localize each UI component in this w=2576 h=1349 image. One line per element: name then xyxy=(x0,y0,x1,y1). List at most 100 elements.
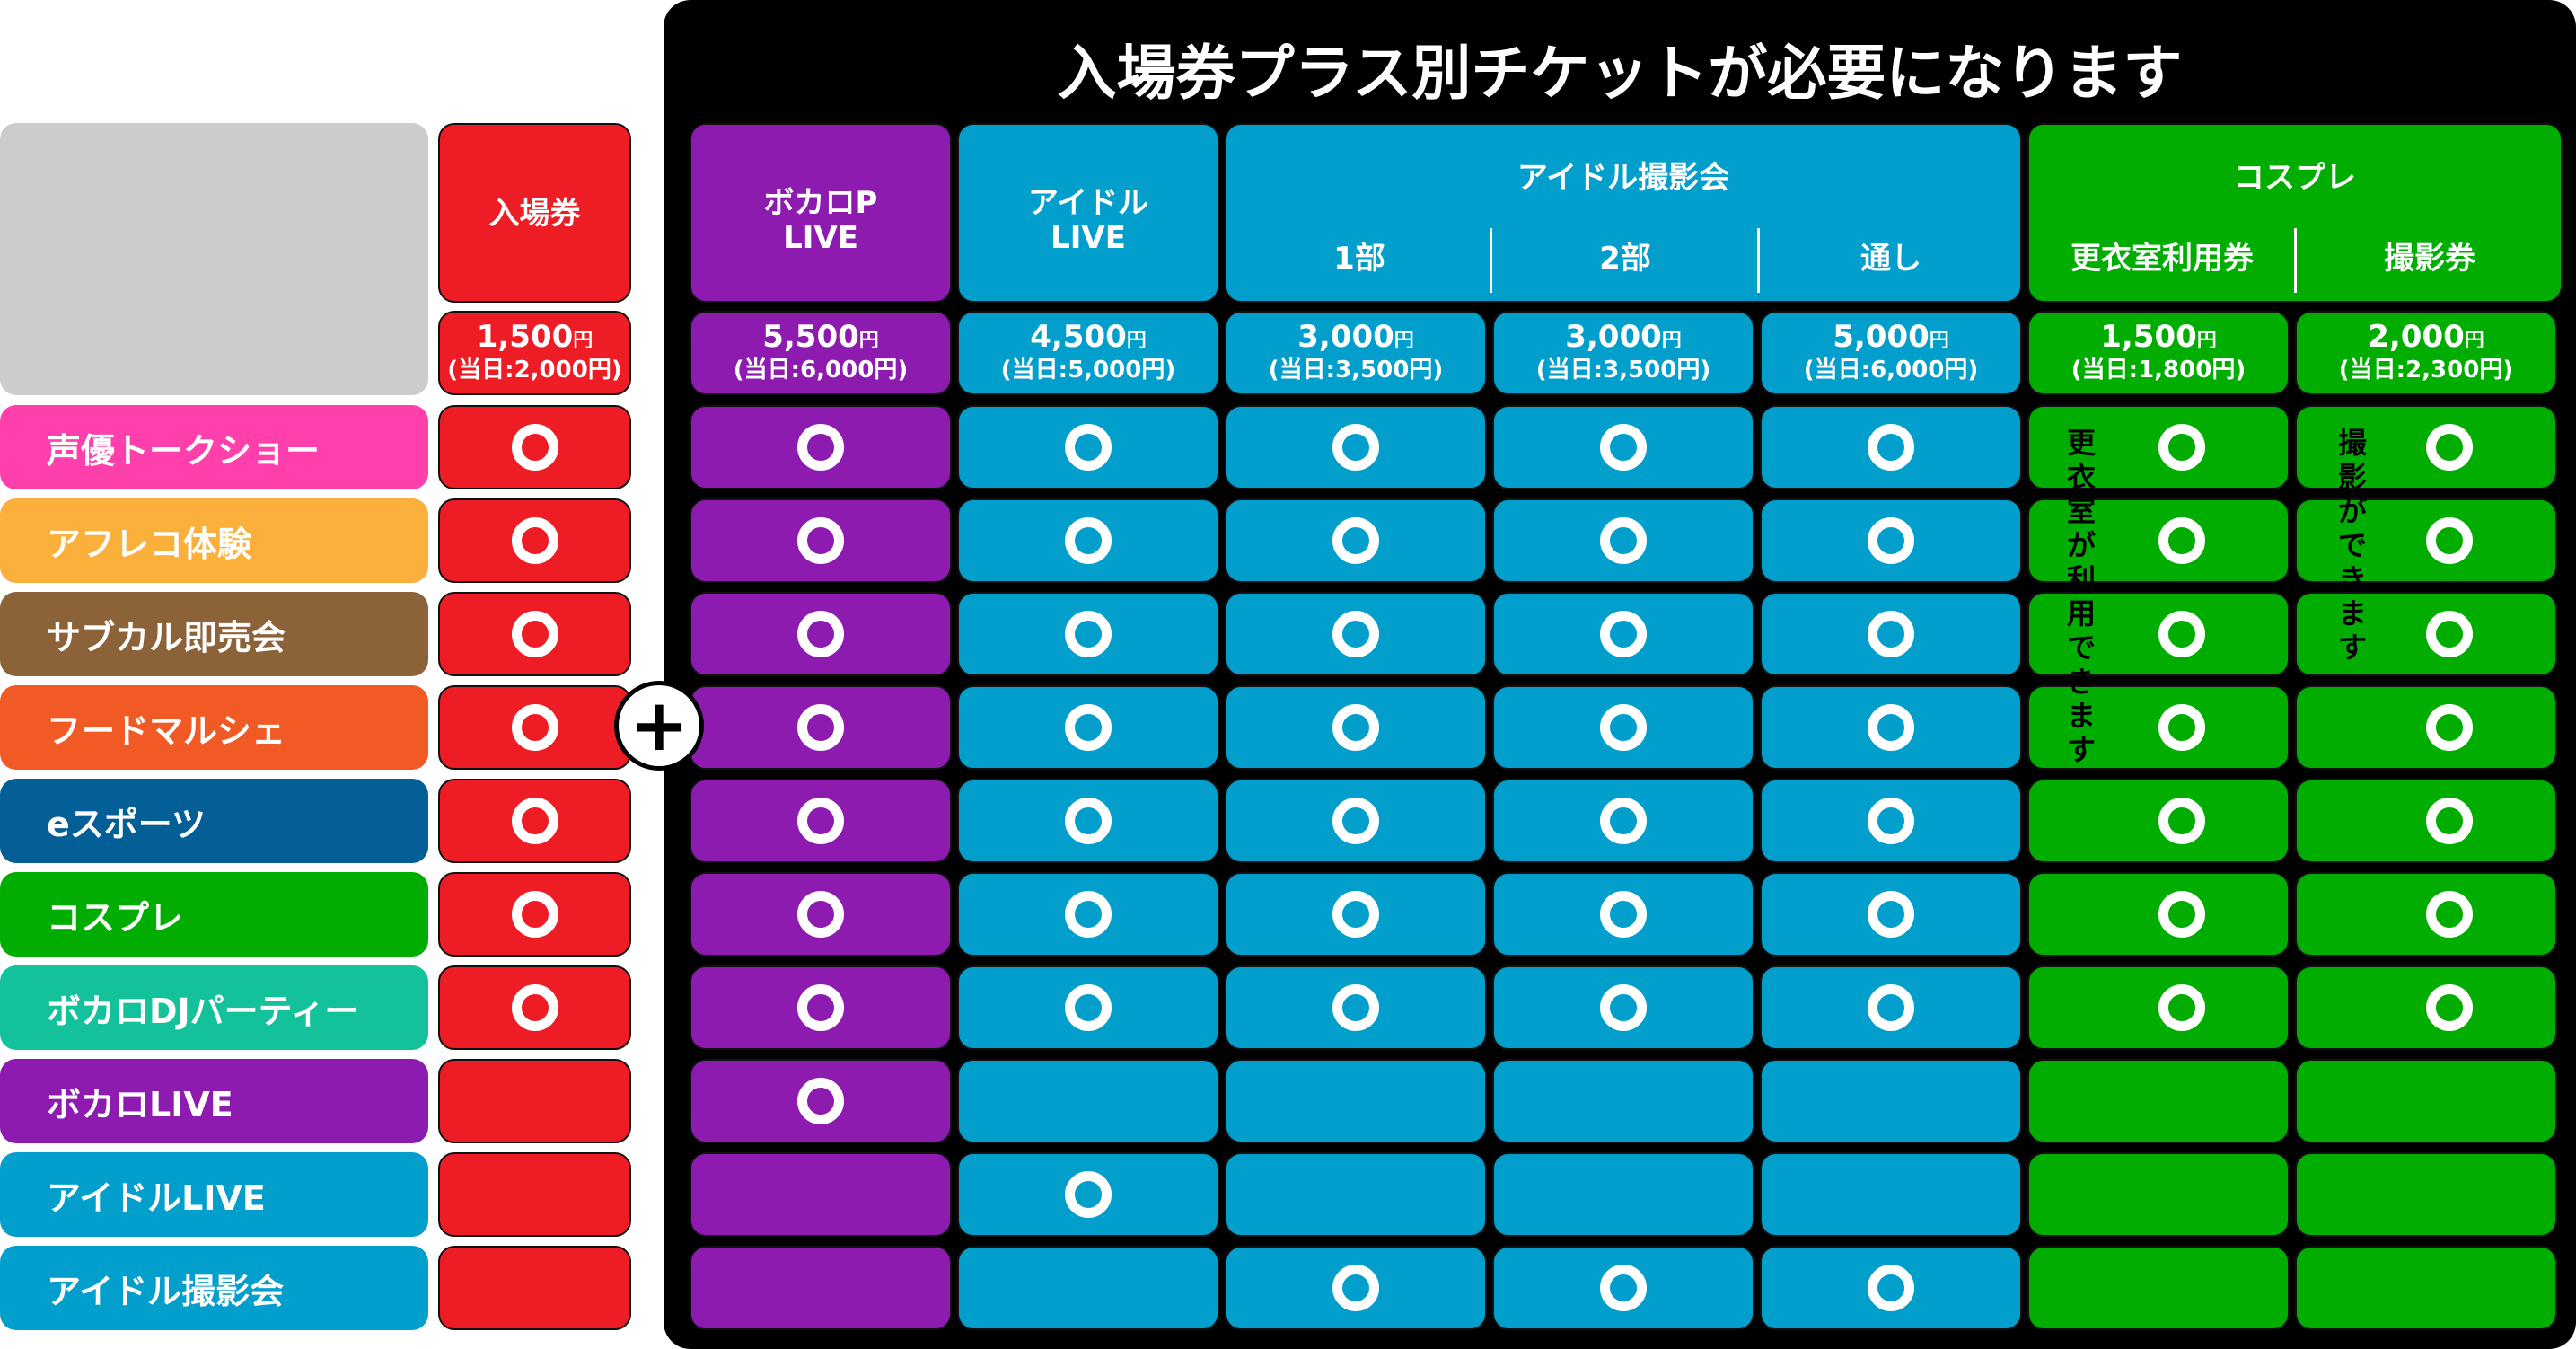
circle-mark-icon xyxy=(1332,984,1379,1031)
header-divider xyxy=(1757,228,1760,293)
header-vocalop-live-line1: ボカロP xyxy=(763,185,878,221)
header-idol-photo-full: 通し xyxy=(1860,241,1921,277)
availability-cell xyxy=(690,1152,952,1237)
header-cosplay-photo: 撮影券 xyxy=(2384,241,2475,277)
price-value: 3,000 xyxy=(1297,319,1394,355)
circle-mark-icon xyxy=(1868,891,1914,938)
price-yen: 円 xyxy=(1661,330,1682,352)
availability-cell xyxy=(957,1246,1219,1330)
price-sameday: (当日:6,000円) xyxy=(733,357,909,384)
circle-mark-icon xyxy=(1600,517,1647,564)
availability-cell xyxy=(2295,685,2557,770)
availability-cell xyxy=(1492,592,1754,676)
price-value: 5,000 xyxy=(1833,319,1930,355)
availability-cell xyxy=(1760,965,2022,1050)
circle-mark-icon xyxy=(797,704,844,751)
admission-cell xyxy=(438,872,631,957)
circle-mark-icon xyxy=(2158,704,2205,751)
availability-cell xyxy=(1225,405,1487,489)
circle-mark-icon xyxy=(511,798,558,844)
price-cell: 5,500円 (当日:6,000円) xyxy=(690,311,952,395)
header-vocalop-live: ボカロP LIVE xyxy=(690,123,952,303)
price-sameday: (当日:5,000円) xyxy=(1000,357,1176,384)
price-sameday: (当日:3,500円) xyxy=(1535,357,1711,384)
availability-cell xyxy=(2295,872,2557,957)
availability-cell xyxy=(1492,405,1754,489)
availability-cell xyxy=(1492,1246,1754,1330)
availability-cell xyxy=(1492,1152,1754,1237)
header-idol-live: アイドル LIVE xyxy=(957,123,1219,303)
availability-cell xyxy=(2295,965,2557,1050)
circle-mark-icon xyxy=(1600,424,1647,471)
circle-mark-icon xyxy=(511,424,558,471)
circle-mark-icon xyxy=(2158,424,2205,471)
row-label: アフレコ体験 xyxy=(0,498,428,583)
header-vocalop-live-line2: LIVE xyxy=(783,220,858,257)
availability-cell xyxy=(1760,405,2022,489)
circle-mark-icon xyxy=(1868,704,1914,751)
availability-cell xyxy=(2027,965,2290,1050)
availability-cell xyxy=(690,872,952,957)
circle-mark-icon xyxy=(1600,704,1647,751)
availability-cell xyxy=(1225,1246,1487,1330)
availability-cell xyxy=(957,498,1219,583)
price-yen: 円 xyxy=(858,330,879,352)
price-sameday: (当日:2,300円) xyxy=(2338,357,2514,384)
circle-mark-icon xyxy=(2426,424,2473,471)
availability-cell xyxy=(2027,685,2290,770)
circle-mark-icon xyxy=(1332,704,1379,751)
row-label: コスプレ xyxy=(0,872,428,957)
circle-mark-icon xyxy=(1332,1265,1379,1311)
availability-cell xyxy=(690,405,952,489)
availability-cell xyxy=(690,965,952,1050)
header-idol-live-line1: アイドル xyxy=(1027,185,1149,221)
admission-cell xyxy=(438,405,631,489)
circle-mark-icon xyxy=(2158,798,2205,844)
header-divider xyxy=(1490,228,1492,293)
availability-cell xyxy=(2027,872,2290,957)
circle-mark-icon xyxy=(2426,611,2473,657)
header-idol-photo-title: アイドル撮影会 xyxy=(1517,160,1730,196)
availability-cell xyxy=(957,1152,1219,1237)
circle-mark-icon xyxy=(1600,611,1647,657)
price-yen: 円 xyxy=(1126,330,1147,352)
circle-mark-icon xyxy=(1065,984,1112,1031)
row-label: サブカル即売会 xyxy=(0,592,428,676)
availability-cell xyxy=(690,1246,952,1330)
availability-cell xyxy=(690,498,952,583)
circle-mark-icon xyxy=(1065,704,1112,751)
header-idol-photo-part1: 1部 xyxy=(1333,241,1385,277)
circle-mark-icon xyxy=(1868,1265,1914,1311)
availability-cell xyxy=(690,685,952,770)
price-yen: 円 xyxy=(1394,330,1414,352)
availability-cell xyxy=(1760,498,2022,583)
availability-cell xyxy=(2295,1152,2557,1237)
availability-cell xyxy=(1760,1246,2022,1330)
plus-icon: + xyxy=(614,681,704,771)
circle-mark-icon xyxy=(511,611,558,657)
price-value: 3,000 xyxy=(1565,319,1662,355)
availability-cell xyxy=(2027,1152,2290,1237)
circle-mark-icon xyxy=(1332,891,1379,938)
price-cell: 5,000円 (当日:6,000円) xyxy=(1760,311,2022,395)
availability-cell xyxy=(690,1059,952,1143)
row-label: eスポーツ xyxy=(0,779,428,863)
availability-cell xyxy=(2295,779,2557,863)
circle-mark-icon xyxy=(2158,517,2205,564)
circle-mark-icon xyxy=(2426,517,2473,564)
circle-mark-icon xyxy=(1332,798,1379,844)
admission-cell xyxy=(438,1152,631,1237)
availability-cell xyxy=(957,592,1219,676)
circle-mark-icon xyxy=(1868,798,1914,844)
circle-mark-icon xyxy=(511,517,558,564)
price-value: 2,000 xyxy=(2368,319,2465,355)
admission-cell xyxy=(438,685,631,770)
row-label: 声優トークショー xyxy=(0,405,428,489)
circle-mark-icon xyxy=(797,1078,844,1124)
admission-cell xyxy=(438,498,631,583)
admission-price-yen: 円 xyxy=(573,330,593,352)
corner-blank xyxy=(0,123,428,395)
circle-mark-icon xyxy=(2426,704,2473,751)
admission-sameday: (当日:2,000円) xyxy=(447,357,622,384)
availability-cell xyxy=(1225,779,1487,863)
